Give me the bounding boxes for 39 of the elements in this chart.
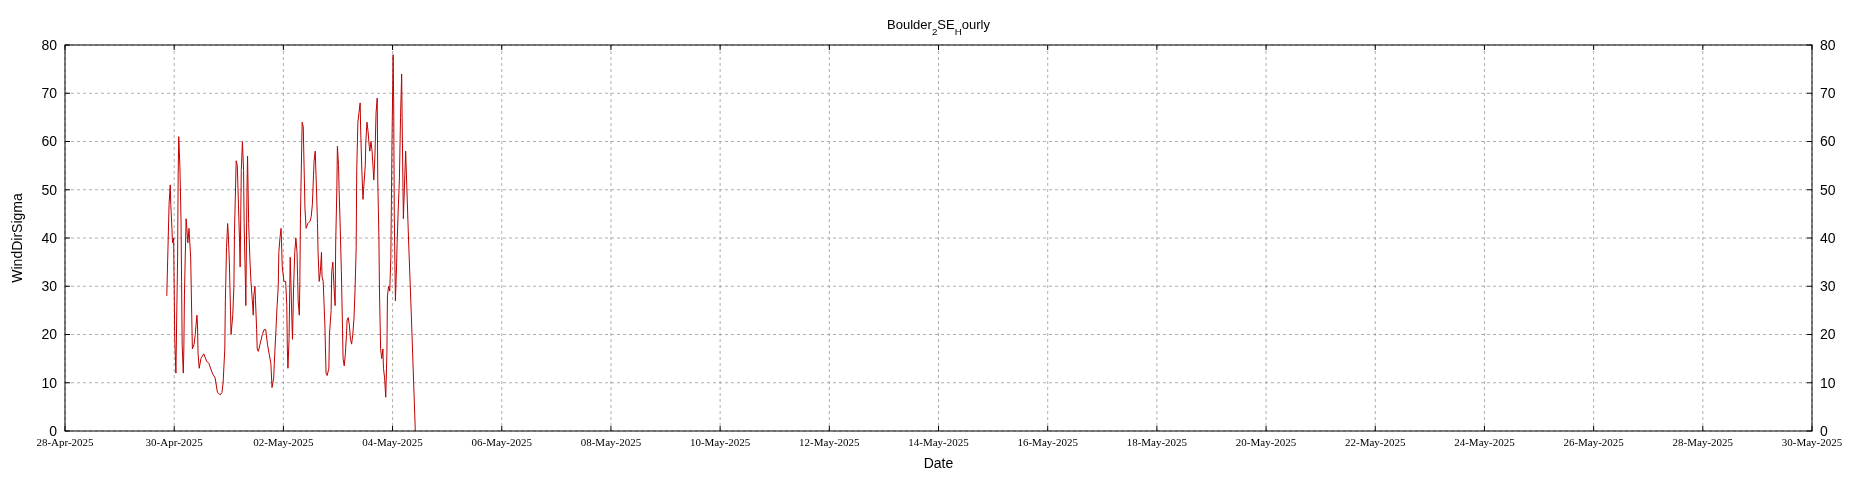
x-tick-label: 24-May-2025 <box>1454 436 1516 448</box>
x-tick-label: 28-Apr-2025 <box>36 436 95 448</box>
x-tick-label: 30-May-2025 <box>1781 436 1843 448</box>
line-series <box>166 54 416 432</box>
y2-tick-label: 50 <box>1820 181 1836 198</box>
y-tick-label: 0 <box>49 422 58 439</box>
y2-tick-label: 20 <box>1820 326 1836 343</box>
y-tick-label: 40 <box>41 229 58 246</box>
x-tick-label: 26-May-2025 <box>1563 436 1625 448</box>
x-tick-label: 08-May-2025 <box>580 436 642 448</box>
x-tick-label: 10-May-2025 <box>689 436 751 448</box>
x-tick-label: 28-May-2025 <box>1672 436 1734 448</box>
x-tick-label: 06-May-2025 <box>471 436 533 448</box>
y-tick-label: 70 <box>41 85 58 102</box>
x-tick-label: 30-Apr-2025 <box>145 436 204 448</box>
y2-tick-label: 80 <box>1820 36 1836 53</box>
y2-tick-label: 30 <box>1820 278 1836 295</box>
y2-tick-label: 70 <box>1820 85 1836 102</box>
x-tick-label: 04-May-2025 <box>362 436 424 448</box>
y2-tick-label: 60 <box>1820 133 1836 150</box>
x-tick-label: 12-May-2025 <box>799 436 861 448</box>
y2-tick-label: 10 <box>1820 374 1836 391</box>
x-axis-title: Date <box>923 455 954 471</box>
y-tick-label: 20 <box>41 326 58 343</box>
y-axis-title: WindDirSigma <box>9 193 25 283</box>
x-tick-label: 14-May-2025 <box>908 436 970 448</box>
x-tick-label: 18-May-2025 <box>1126 436 1188 448</box>
y2-tick-label: 40 <box>1820 229 1836 246</box>
x-tick-label: 20-May-2025 <box>1235 436 1297 448</box>
x-tick-label: 02-May-2025 <box>253 436 315 448</box>
x-tick-label: 22-May-2025 <box>1345 436 1406 448</box>
y-tick-label: 60 <box>41 133 58 150</box>
y2-tick-label: 0 <box>1820 422 1828 439</box>
y-tick-label: 10 <box>41 374 58 391</box>
y-tick-label: 50 <box>41 181 58 198</box>
x-tick-label: 16-May-2025 <box>1017 436 1079 448</box>
y-tick-label: 80 <box>41 36 58 53</box>
y-tick-label: 30 <box>41 278 58 295</box>
chart-title: Boulder$_{2}$SE$_{H}$ourly <box>887 17 991 37</box>
